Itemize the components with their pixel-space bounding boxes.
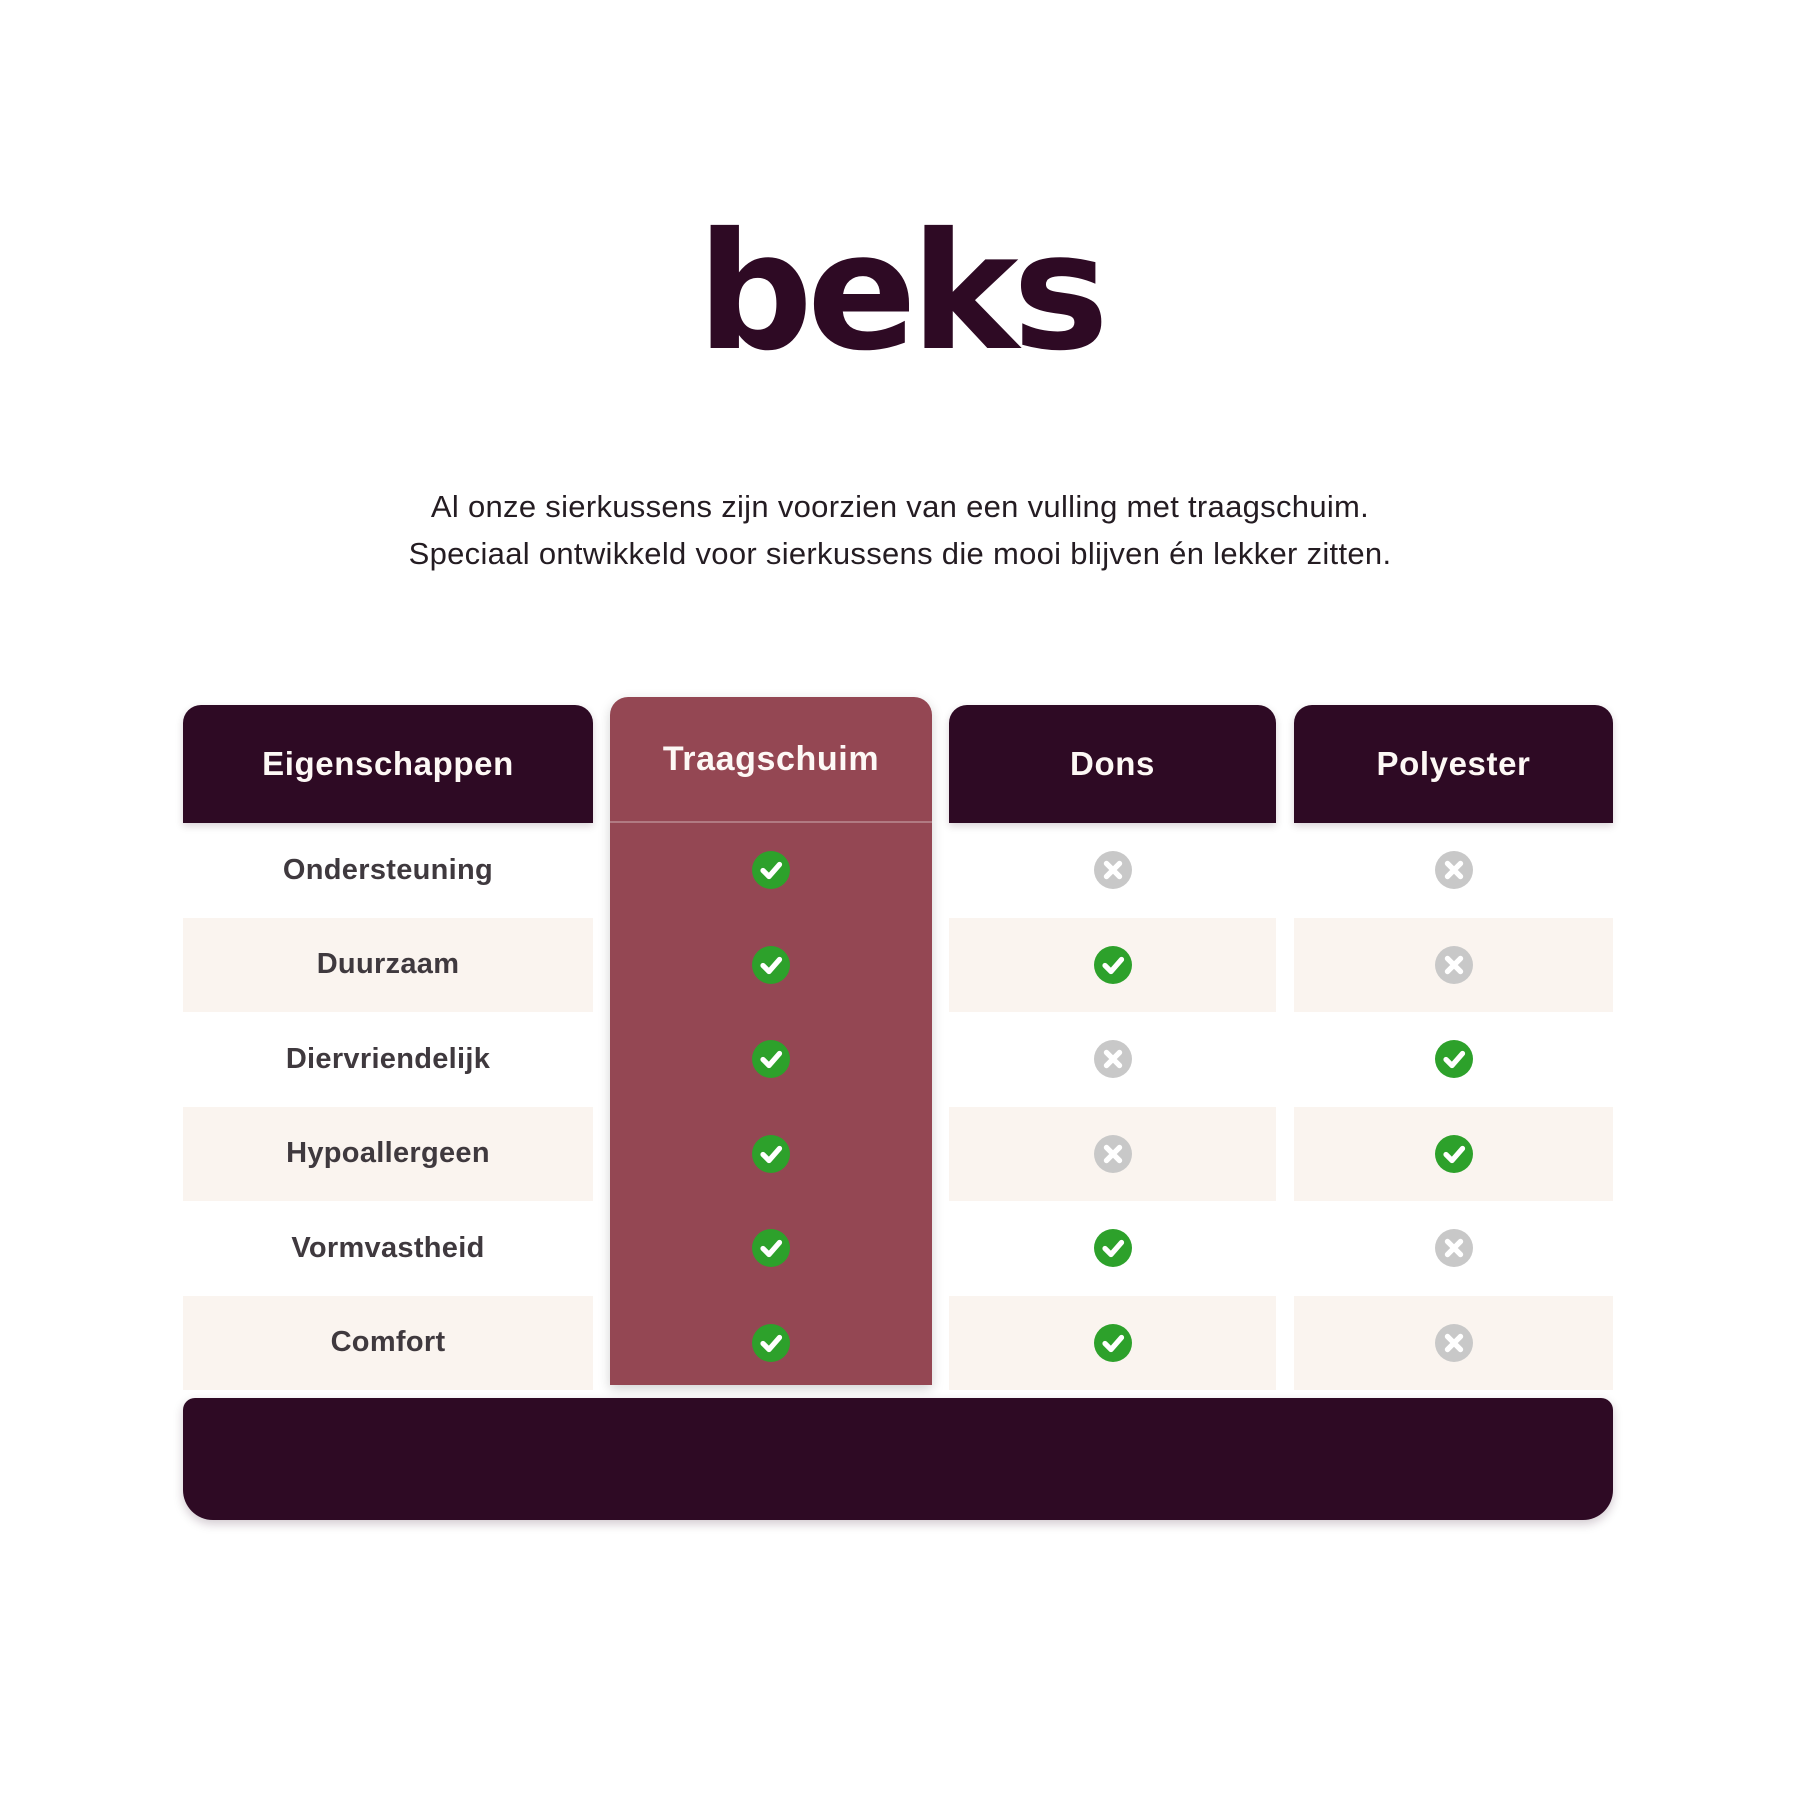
check-icon <box>1093 1228 1133 1268</box>
table-cell <box>949 1295 1276 1390</box>
check-icon <box>751 945 791 985</box>
cross-icon <box>1434 1323 1474 1363</box>
table-cell <box>949 1012 1276 1107</box>
cross-icon <box>1093 1134 1133 1174</box>
table-cell <box>949 823 1276 918</box>
table-cell <box>610 1012 932 1107</box>
column-polyester-cells <box>1294 823 1613 1390</box>
table-cell <box>1294 917 1613 1012</box>
check-icon <box>1093 945 1133 985</box>
cross-icon <box>1434 1228 1474 1268</box>
check-icon <box>751 850 791 890</box>
row-label-text: Duurzaam <box>316 948 460 981</box>
cross-icon <box>1434 850 1474 890</box>
check-icon <box>751 1323 791 1363</box>
footer-bar <box>183 1398 1613 1520</box>
row-label-text: Ondersteuning <box>282 853 494 886</box>
column-header-polyester: Polyester <box>1294 705 1613 823</box>
check-icon <box>1434 1039 1474 1079</box>
check-icon <box>751 1134 791 1174</box>
check-icon <box>751 1228 791 1268</box>
table-cell <box>1294 1201 1613 1296</box>
table-cell <box>949 917 1276 1012</box>
table-cell <box>610 1201 932 1296</box>
row-label: Diervriendelijk <box>183 1012 593 1107</box>
column-header-dons: Dons <box>949 705 1276 823</box>
cross-icon <box>1093 850 1133 890</box>
intro-text: Al onze sierkussens zijn voorzien van ee… <box>0 483 1800 577</box>
table-cell <box>949 1106 1276 1201</box>
column-dons-cells <box>949 823 1276 1390</box>
cross-icon <box>1093 1039 1133 1079</box>
table-cell <box>610 1296 932 1386</box>
table-cell <box>1294 823 1613 918</box>
column-traagschuim-highlight: Traagschuim <box>610 697 932 1385</box>
comparison-table: Eigenschappen Traagschuim Dons Polyester… <box>183 697 1613 1520</box>
table-cell <box>949 1201 1276 1296</box>
brand-logo: beks <box>697 199 1109 387</box>
row-label-text: Vormvastheid <box>291 1231 485 1264</box>
table-cell <box>610 1107 932 1202</box>
check-icon <box>1434 1134 1474 1174</box>
row-label-text: Diervriendelijk <box>285 1042 491 1075</box>
table-cell <box>1294 1295 1613 1390</box>
row-label: Comfort <box>183 1295 593 1390</box>
intro-line-1: Al onze sierkussens zijn voorzien van ee… <box>430 489 1370 524</box>
row-label: Duurzaam <box>183 917 593 1012</box>
check-icon <box>1093 1323 1133 1363</box>
row-label: Hypoallergeen <box>183 1106 593 1201</box>
table-cell <box>610 823 932 918</box>
row-labels-column: Ondersteuning Duurzaam Diervriendelijk Hypo… <box>183 823 593 1390</box>
cross-icon <box>1434 945 1474 985</box>
table-cell <box>610 918 932 1013</box>
column-header-eigenschappen: Eigenschappen <box>183 705 593 823</box>
column-header-traagschuim: Traagschuim <box>610 697 932 823</box>
table-cell <box>1294 1106 1613 1201</box>
table-cell <box>1294 1012 1613 1107</box>
row-label-text: Hypoallergeen <box>286 1137 490 1170</box>
row-label-text: Comfort <box>330 1326 446 1359</box>
row-label: Ondersteuning <box>183 823 593 918</box>
row-label: Vormvastheid <box>183 1201 593 1296</box>
column-traagschuim-cells <box>610 823 932 1385</box>
check-icon <box>751 1039 791 1079</box>
intro-line-2: Speciaal ontwikkeld voor sierkussens die… <box>408 536 1392 571</box>
